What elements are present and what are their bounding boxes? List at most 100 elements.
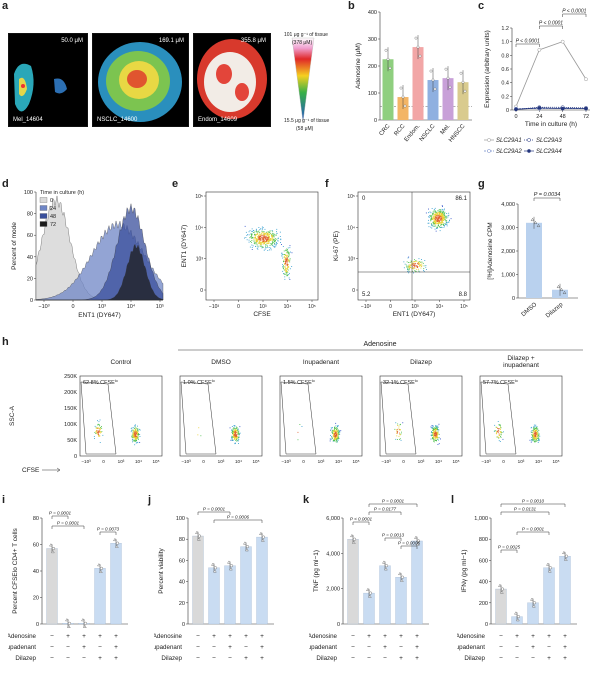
event-dot: [537, 442, 539, 443]
flow-plot-frame: [279, 375, 363, 457]
event-dot: [281, 244, 282, 245]
event-dot: [275, 234, 277, 236]
y-axis-label: SSC-A: [9, 405, 16, 426]
event-dot: [282, 264, 283, 266]
event-dot: [262, 238, 264, 240]
event-dot: [272, 235, 274, 236]
event-dot: [286, 259, 288, 261]
event-dot: [533, 437, 534, 439]
bar-group-5: [110, 543, 122, 625]
event-dot: [136, 438, 138, 440]
event-dot: [427, 222, 429, 224]
event-dot: [438, 218, 439, 220]
event-dot: [238, 443, 239, 444]
event-dot: [285, 269, 287, 271]
event-dot: [399, 439, 401, 440]
event-dot: [286, 264, 288, 266]
event-dot: [441, 215, 443, 216]
event-dot: [502, 438, 504, 440]
event-dot: [256, 239, 258, 241]
event-dot: [436, 226, 438, 228]
event-dot: [237, 437, 239, 439]
quadrant-ul: 0: [362, 196, 366, 202]
event-dot: [407, 265, 409, 267]
event-dot: [443, 224, 445, 226]
x-tick-label: −10³: [281, 459, 291, 464]
event-dot: [433, 433, 435, 435]
treatment-sign: −: [531, 655, 535, 662]
event-dot: [274, 238, 276, 239]
event-dot: [331, 431, 333, 433]
event-dot: [443, 217, 445, 219]
event-dot: [440, 226, 442, 228]
treatment-sign: +: [531, 633, 535, 640]
event-dot: [432, 214, 434, 216]
event-dot: [531, 440, 533, 442]
event-dot: [431, 227, 433, 229]
sig-label: P = 0.0006: [227, 515, 250, 520]
treatment-label-adenosine: Adenosine: [154, 633, 183, 640]
event-dot: [232, 428, 234, 430]
event-dot: [337, 426, 338, 428]
event-dot: [498, 424, 500, 425]
treatment-sign: +: [260, 655, 264, 662]
event-dot: [245, 231, 247, 233]
treatment-sign: −: [196, 644, 200, 651]
event-dot: [232, 430, 234, 432]
event-dot: [437, 432, 439, 434]
event-dot: [99, 424, 100, 426]
data-point: [353, 537, 357, 541]
event-dot: [434, 435, 435, 437]
event-dot: [436, 219, 438, 220]
event-dot: [291, 266, 293, 267]
event-dot: [425, 212, 427, 214]
event-dot: [273, 236, 275, 238]
event-dot: [432, 432, 433, 434]
event-dot: [285, 264, 287, 266]
event-dot: [132, 441, 133, 443]
event-dot: [418, 270, 420, 272]
data-point: [350, 534, 354, 538]
bar-group-4: [240, 546, 252, 625]
event-dot: [435, 432, 437, 434]
event-dot: [233, 434, 235, 435]
event-dot: [258, 239, 259, 240]
event-dot: [255, 228, 257, 230]
event-dot: [96, 428, 98, 429]
event-dot: [265, 241, 267, 243]
event-dot: [135, 431, 136, 433]
event-dot: [286, 272, 288, 274]
y-tick-label: 40: [27, 255, 33, 261]
event-dot: [256, 234, 258, 235]
event-dot: [255, 236, 257, 238]
legend-title: Time in culture (h): [40, 190, 84, 196]
y-tick-label: 6,000: [326, 516, 340, 522]
event-dot: [535, 440, 536, 442]
x-tick-label: 10³: [259, 304, 267, 310]
event-dot: [234, 439, 236, 440]
event-dot: [444, 219, 445, 221]
event-dot: [412, 262, 414, 264]
event-dot: [283, 273, 284, 274]
event-dot: [136, 432, 138, 434]
event-dot: [258, 233, 260, 235]
event-dot: [399, 424, 401, 426]
event-dot: [538, 437, 540, 439]
bar-group-1: [192, 535, 204, 625]
flow-plot-frame: [79, 375, 163, 457]
event-dot: [438, 220, 440, 221]
event-dot: [274, 239, 276, 241]
event-dot: [434, 212, 436, 213]
event-dot: [274, 243, 275, 244]
event-dot: [134, 424, 136, 426]
x-tick-label: 10⁴: [127, 303, 136, 310]
x-tick-label: 10⁴: [535, 459, 542, 464]
y-tick-label: 0: [200, 288, 203, 294]
event-dot: [234, 437, 236, 438]
event-dot: [271, 239, 273, 240]
event-dot: [132, 433, 134, 435]
event-dot: [336, 437, 338, 438]
event-dot: [435, 430, 437, 432]
